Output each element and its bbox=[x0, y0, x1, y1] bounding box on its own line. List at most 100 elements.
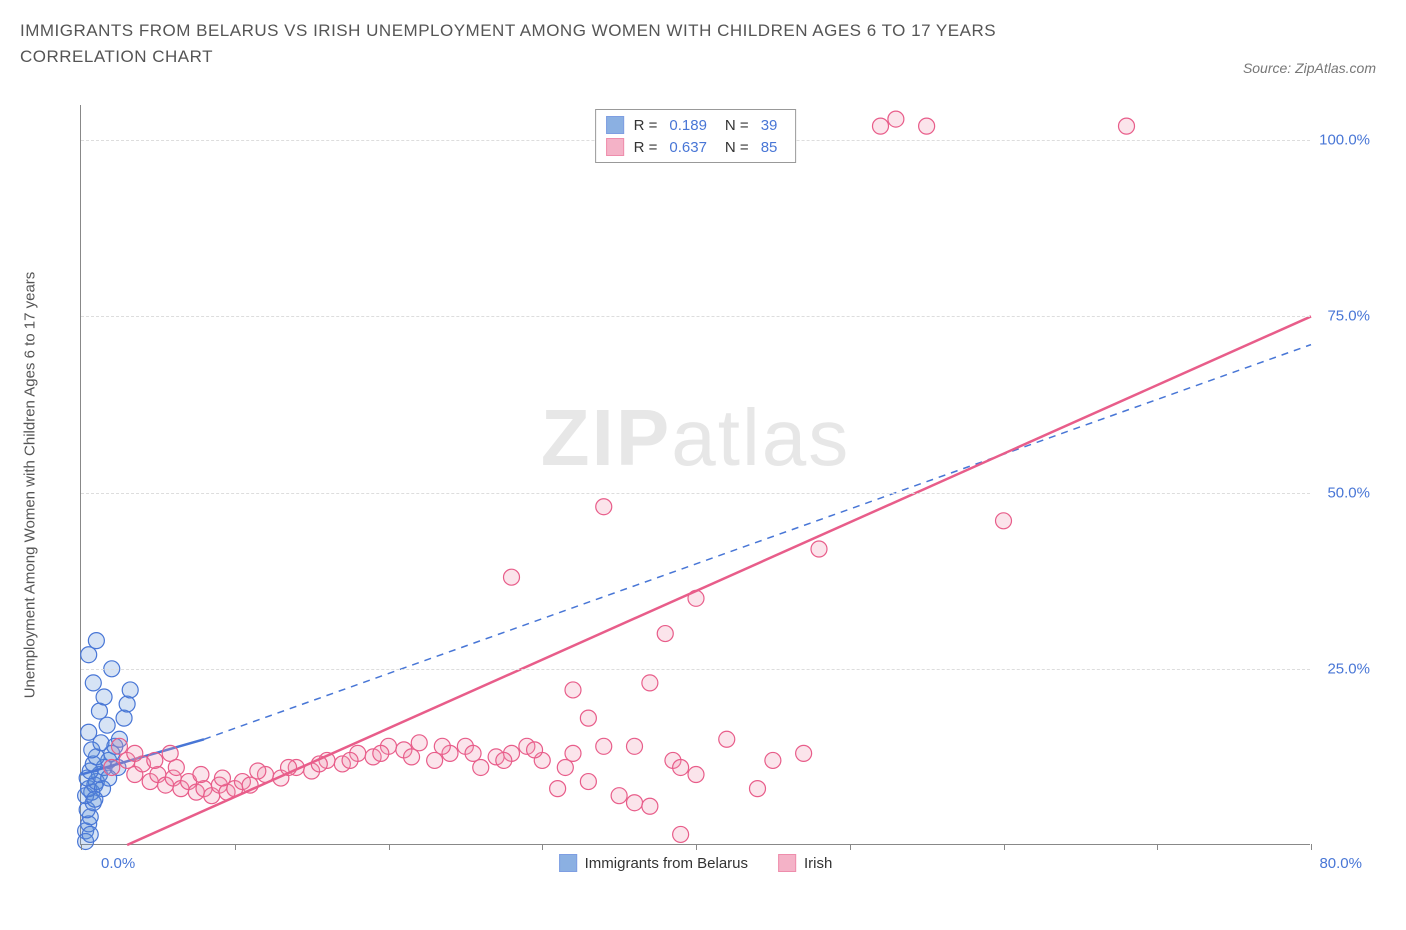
scatter-point bbox=[82, 826, 98, 842]
scatter-point bbox=[504, 569, 520, 585]
scatter-point bbox=[596, 499, 612, 515]
gridline-h bbox=[81, 669, 1310, 670]
scatter-point bbox=[342, 752, 358, 768]
scatter-point bbox=[919, 118, 935, 134]
n-label: N = bbox=[725, 117, 749, 134]
scatter-point bbox=[85, 675, 101, 691]
scatter-point bbox=[496, 752, 512, 768]
scatter-point bbox=[565, 682, 581, 698]
x-tick bbox=[850, 844, 851, 850]
scatter-point bbox=[580, 774, 596, 790]
scatter-point bbox=[465, 745, 481, 761]
y-tick-label: 50.0% bbox=[1327, 484, 1370, 501]
scatter-point bbox=[473, 759, 489, 775]
scatter-point bbox=[580, 710, 596, 726]
legend-swatch-irish-icon bbox=[778, 854, 796, 872]
x-axis-max-label: 80.0% bbox=[1319, 855, 1362, 872]
scatter-point bbox=[404, 749, 420, 765]
gridline-h bbox=[81, 316, 1310, 317]
scatter-point bbox=[193, 767, 209, 783]
scatter-point bbox=[119, 696, 135, 712]
scatter-point bbox=[719, 731, 735, 747]
y-tick-label: 75.0% bbox=[1327, 308, 1370, 325]
scatter-point bbox=[527, 742, 543, 758]
chart-container: Unemployment Among Women with Children A… bbox=[50, 100, 1380, 870]
scatter-point bbox=[996, 513, 1012, 529]
plot-area: ZIPatlas R = 0.189 N = 39 R = 0.637 N = … bbox=[80, 105, 1310, 845]
x-tick bbox=[1004, 844, 1005, 850]
n-label: N = bbox=[725, 139, 749, 156]
trend-line-extension bbox=[204, 345, 1311, 740]
scatter-point bbox=[116, 710, 132, 726]
legend-stats-box: R = 0.189 N = 39 R = 0.637 N = 85 bbox=[595, 109, 797, 163]
trend-line bbox=[127, 316, 1311, 845]
chart-title: IMMIGRANTS FROM BELARUS VS IRISH UNEMPLO… bbox=[20, 18, 1120, 69]
scatter-point bbox=[642, 675, 658, 691]
r-label: R = bbox=[634, 139, 658, 156]
scatter-point bbox=[657, 626, 673, 642]
scatter-point bbox=[550, 781, 566, 797]
scatter-point bbox=[122, 682, 138, 698]
scatter-point bbox=[673, 759, 689, 775]
scatter-point bbox=[888, 111, 904, 127]
x-tick bbox=[696, 844, 697, 850]
scatter-point bbox=[873, 118, 889, 134]
x-axis-min-label: 0.0% bbox=[101, 855, 135, 872]
scatter-point bbox=[99, 717, 115, 733]
n-value-0: 39 bbox=[761, 117, 778, 134]
n-value-1: 85 bbox=[761, 139, 778, 156]
legend-item-belarus: Immigrants from Belarus bbox=[559, 854, 748, 872]
scatter-point bbox=[565, 745, 581, 761]
x-tick bbox=[81, 844, 82, 850]
scatter-point bbox=[673, 826, 689, 842]
scatter-point bbox=[750, 781, 766, 797]
legend-stats-row-0: R = 0.189 N = 39 bbox=[606, 114, 786, 136]
gridline-h bbox=[81, 493, 1310, 494]
source-attribution: Source: ZipAtlas.com bbox=[1243, 60, 1376, 76]
x-tick bbox=[1157, 844, 1158, 850]
scatter-point bbox=[111, 738, 127, 754]
scatter-point bbox=[642, 798, 658, 814]
r-label: R = bbox=[634, 117, 658, 134]
scatter-point bbox=[96, 689, 112, 705]
r-value-0: 0.189 bbox=[669, 117, 707, 134]
scatter-point bbox=[557, 759, 573, 775]
r-value-1: 0.637 bbox=[669, 139, 707, 156]
scatter-point bbox=[81, 724, 97, 740]
scatter-point bbox=[373, 745, 389, 761]
scatter-point bbox=[765, 752, 781, 768]
scatter-point bbox=[88, 633, 104, 649]
scatter-point bbox=[411, 735, 427, 751]
scatter-point bbox=[147, 752, 163, 768]
x-tick bbox=[542, 844, 543, 850]
scatter-point bbox=[127, 745, 143, 761]
legend-stats-row-1: R = 0.637 N = 85 bbox=[606, 136, 786, 158]
scatter-point bbox=[811, 541, 827, 557]
scatter-point bbox=[87, 791, 103, 807]
scatter-point bbox=[162, 745, 178, 761]
scatter-point bbox=[434, 738, 450, 754]
scatter-point bbox=[627, 738, 643, 754]
x-tick bbox=[235, 844, 236, 850]
scatter-point bbox=[214, 770, 230, 786]
y-tick-label: 100.0% bbox=[1319, 132, 1370, 149]
scatter-point bbox=[1119, 118, 1135, 134]
scatter-point bbox=[427, 752, 443, 768]
scatter-svg bbox=[81, 105, 1310, 844]
y-axis-label: Unemployment Among Women with Children A… bbox=[22, 272, 39, 699]
scatter-point bbox=[627, 795, 643, 811]
scatter-point bbox=[250, 763, 266, 779]
legend-swatch-belarus bbox=[606, 116, 624, 134]
legend-swatch-irish bbox=[606, 138, 624, 156]
legend-swatch-belarus-icon bbox=[559, 854, 577, 872]
scatter-point bbox=[796, 745, 812, 761]
scatter-point bbox=[596, 738, 612, 754]
y-tick-label: 25.0% bbox=[1327, 660, 1370, 677]
legend-label-irish: Irish bbox=[804, 855, 832, 872]
legend-label-belarus: Immigrants from Belarus bbox=[585, 855, 748, 872]
scatter-point bbox=[81, 647, 97, 663]
legend-item-irish: Irish bbox=[778, 854, 832, 872]
x-tick bbox=[389, 844, 390, 850]
scatter-point bbox=[611, 788, 627, 804]
x-tick bbox=[1311, 844, 1312, 850]
